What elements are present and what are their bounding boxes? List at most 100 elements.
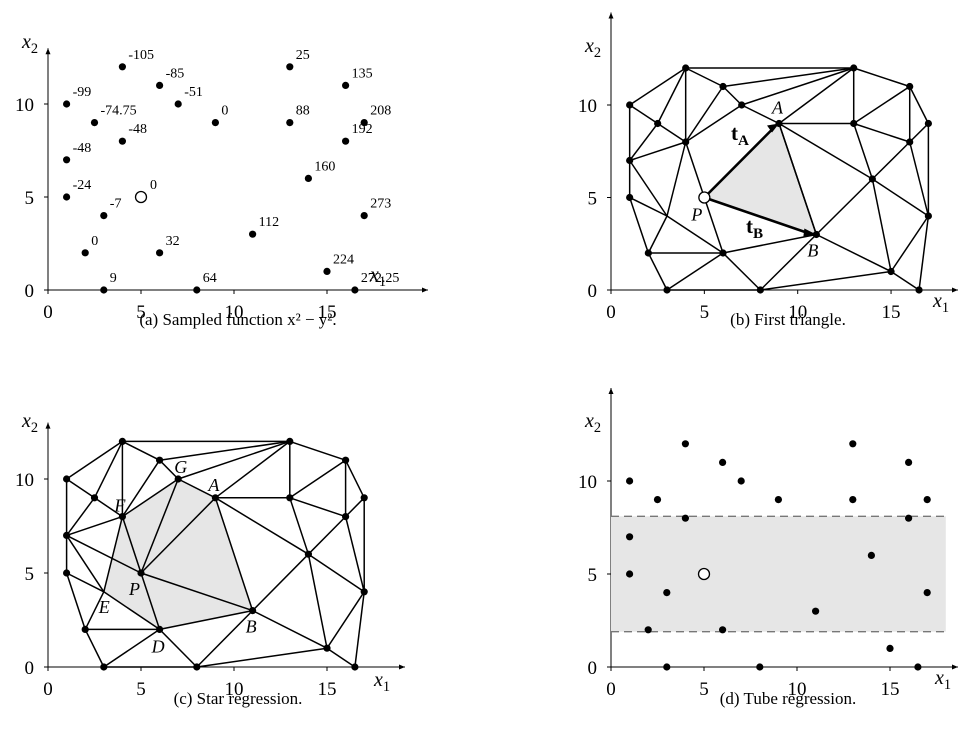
value-label: -74.75	[101, 104, 137, 119]
x-axis-arrow	[422, 287, 428, 293]
mesh-edge	[871, 178, 929, 217]
x-tick-label: 15	[318, 302, 337, 323]
mesh-edge	[66, 478, 95, 499]
data-point	[626, 533, 634, 541]
mesh-edge	[214, 440, 291, 499]
value-label: 208	[370, 104, 391, 119]
data-point	[342, 137, 350, 145]
mesh-edge	[344, 516, 365, 592]
data-point	[737, 477, 745, 485]
data-point	[342, 513, 350, 521]
y-axis-label: x2	[584, 35, 601, 61]
x-tick-label: 15	[882, 302, 901, 323]
data-point	[738, 101, 746, 109]
data-point	[249, 230, 257, 238]
data-point	[906, 138, 914, 146]
point-label-E: E	[98, 597, 110, 617]
mesh-edge	[354, 591, 365, 668]
data-point	[360, 119, 368, 127]
panel-b: 0 5 10 15 0 5 10 x1 x2 P A BtA tB	[578, 12, 958, 323]
value-label: -105	[128, 48, 154, 63]
mesh-edge	[647, 215, 668, 254]
triangle-edge	[778, 123, 818, 235]
mesh-edge	[629, 67, 687, 106]
data-point	[626, 193, 634, 202]
data-point	[360, 494, 368, 502]
mesh-edge	[628, 197, 650, 254]
mesh-edge	[890, 215, 930, 272]
data-point	[118, 437, 126, 445]
data-point	[719, 626, 727, 634]
value-label: 0	[91, 234, 98, 249]
data-point	[924, 212, 932, 220]
vector-label-tA: tA	[731, 121, 749, 149]
data-point	[849, 496, 857, 504]
data-point	[906, 82, 914, 91]
data-point	[719, 249, 727, 257]
data-point	[193, 663, 201, 671]
mesh-edge	[759, 233, 817, 291]
mesh-edge	[122, 440, 160, 461]
data-point	[63, 193, 71, 201]
x-axis-label: x1	[932, 290, 949, 316]
point-label-F: F	[113, 496, 126, 516]
data-point	[286, 437, 294, 445]
point-label-A: A	[771, 98, 784, 118]
triangulation	[628, 67, 930, 291]
y-tick-label: 10	[578, 472, 597, 493]
data-point	[663, 663, 671, 671]
mesh-edge	[84, 629, 105, 668]
point-label-B: B	[246, 617, 257, 637]
mesh-edge	[852, 123, 874, 180]
y-tick-label: 0	[25, 281, 35, 302]
data-point	[905, 514, 913, 522]
mesh-edge	[159, 628, 198, 668]
mesh-edge	[326, 591, 365, 649]
star-edge	[140, 572, 161, 630]
data-point	[914, 663, 922, 671]
x-axis-label: x1	[373, 669, 390, 695]
mesh-edge	[252, 609, 328, 649]
data-point	[211, 494, 219, 502]
mesh-edge	[629, 123, 659, 161]
data-point	[681, 514, 690, 522]
data-point	[118, 513, 126, 521]
mesh-edge	[871, 178, 892, 272]
x-tick-label: 0	[606, 302, 616, 323]
x-axis-arrow	[952, 664, 958, 670]
value-label: 112	[259, 215, 279, 230]
data-point	[719, 458, 727, 466]
mesh-edge	[159, 459, 179, 480]
mesh-edge	[289, 497, 346, 518]
mesh-edge	[722, 67, 854, 88]
data-point	[867, 551, 876, 560]
data-point	[156, 249, 164, 257]
data-point	[886, 644, 894, 653]
data-point	[286, 63, 294, 71]
x-tick-label: 10	[788, 302, 807, 323]
axes: 0 5 10 15 0 5 10 x1 x2	[578, 12, 958, 323]
mesh-edge	[307, 554, 328, 649]
x-axis-arrow	[399, 664, 405, 670]
data-point	[653, 496, 662, 504]
star-edge	[140, 497, 216, 574]
value-label: 224	[333, 252, 354, 267]
x-tick-label: 5	[700, 302, 710, 323]
y-axis-arrow	[45, 48, 51, 55]
x-tick-label: 0	[606, 679, 616, 700]
tube-band	[611, 516, 946, 632]
mesh-edge	[853, 122, 910, 143]
mesh-edge	[252, 553, 309, 612]
y-tick-label: 10	[578, 96, 597, 117]
data-point	[681, 440, 690, 448]
data-point	[626, 156, 634, 165]
mesh-edge	[685, 86, 724, 143]
value-label: 25	[296, 48, 310, 63]
mesh-edge	[65, 497, 96, 536]
data-point	[682, 138, 690, 146]
data-point	[81, 625, 89, 634]
panel-a: 0 5 10 150510x1x2-99-74.75-48-48-105-85-510…	[15, 31, 428, 323]
mesh-edge	[93, 441, 124, 499]
value-label: -51	[184, 85, 203, 100]
